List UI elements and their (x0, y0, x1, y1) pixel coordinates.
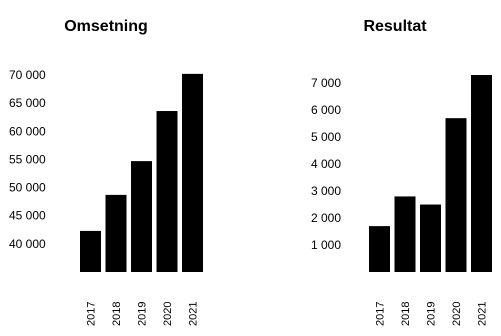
x-category-label: 2019 (137, 302, 149, 326)
bar-2020 (445, 118, 467, 272)
x-category-label: 2018 (111, 302, 123, 326)
y-tick-label: 65 000 (9, 96, 46, 110)
bar-2021 (471, 75, 492, 272)
y-tick-label: 45 000 (9, 209, 46, 223)
y-tick-label: 40 000 (9, 237, 46, 251)
y-tick-label: 6 000 (311, 103, 341, 117)
y-tick-label: 50 000 (9, 181, 46, 195)
bar-2018 (394, 196, 416, 272)
y-tick-label: 5 000 (311, 130, 341, 144)
x-category-label: 2017 (375, 302, 387, 326)
bar-2017 (369, 226, 390, 272)
chart-omsetning: Omsetning 70 000 65 000 60 000 55 000 50 000… (9, 18, 203, 326)
bar-2017 (80, 230, 101, 272)
x-category-label: 2017 (86, 302, 98, 326)
x-category-label: 2020 (162, 302, 174, 326)
chart-title: Resultat (363, 18, 427, 35)
y-tick-label: 60 000 (9, 124, 46, 138)
x-category-label: 2018 (400, 302, 412, 326)
y-tick-label: 4 000 (311, 157, 341, 171)
chart-title: Omsetning (64, 18, 148, 35)
x-category-label: 2019 (426, 302, 438, 326)
x-category-label: 2021 (477, 302, 489, 326)
y-tick-label: 55 000 (9, 152, 46, 166)
bar-2020 (156, 111, 178, 272)
y-tick-label: 1 000 (311, 238, 341, 252)
chart-resultat: Resultat 7 000 6 000 5 000 4 000 3 000 2 000 1… (311, 18, 492, 326)
y-tick-label: 2 000 (311, 211, 341, 225)
bar-2018 (105, 194, 127, 272)
y-tick-label: 7 000 (311, 76, 341, 90)
x-category-label: 2020 (451, 302, 463, 326)
bar-2021 (182, 73, 203, 272)
bar-2019 (420, 204, 441, 272)
x-category-label: 2021 (188, 302, 200, 326)
y-tick-label: 3 000 (311, 184, 341, 198)
bar-2019 (131, 161, 152, 272)
y-tick-label: 70 000 (9, 68, 46, 82)
